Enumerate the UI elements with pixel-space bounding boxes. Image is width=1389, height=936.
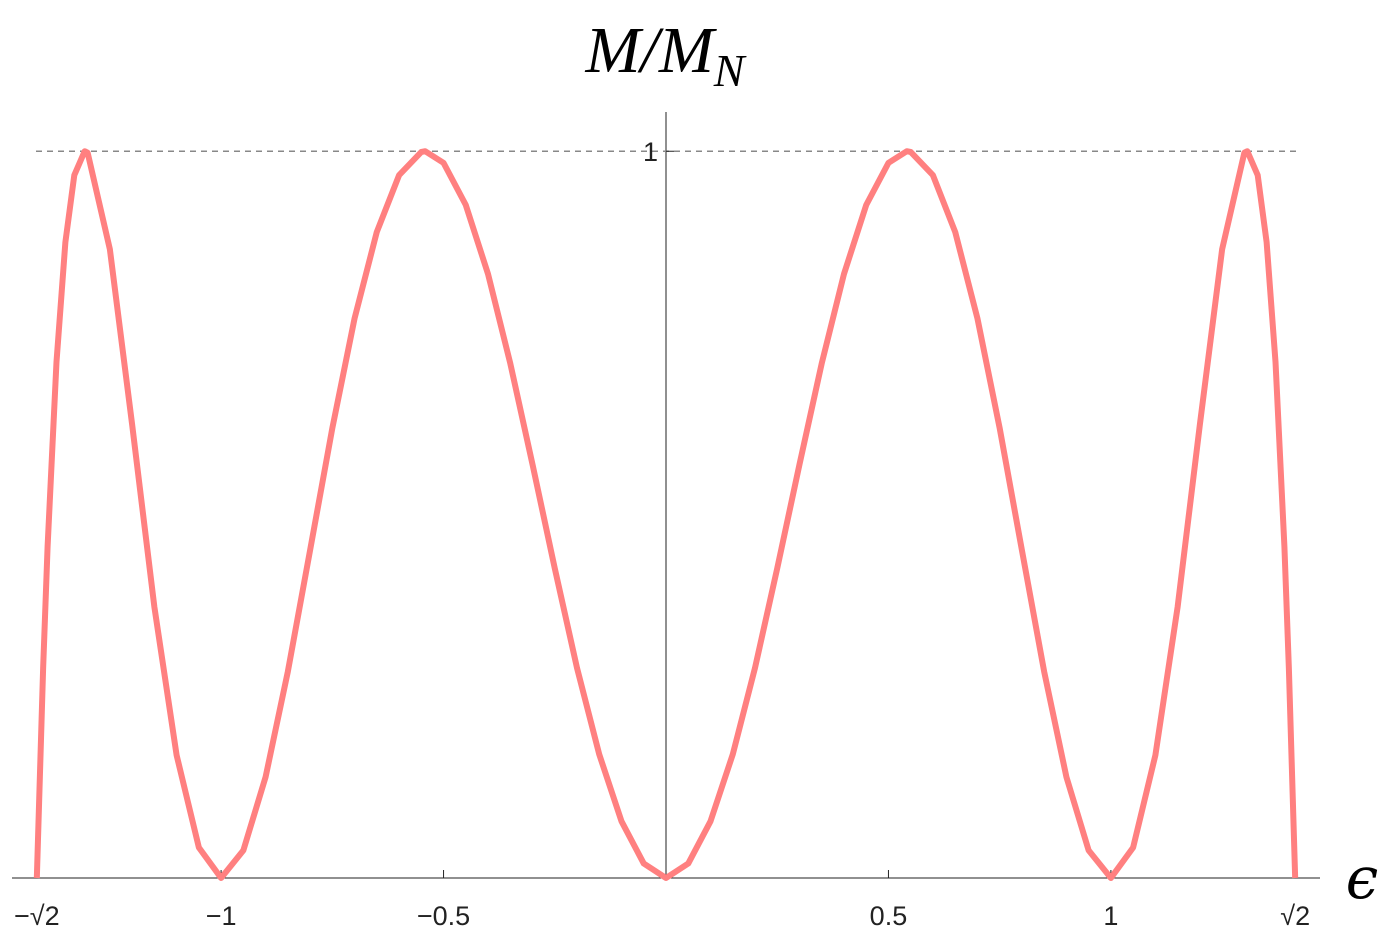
x-tick-label: −0.5: [417, 901, 470, 931]
y-label-main: M/M: [585, 14, 718, 87]
x-tick-label: √2: [1280, 901, 1310, 931]
data-line: [33, 148, 1299, 881]
x-tick-label: −√2: [14, 901, 60, 931]
x-tick-label: 0.5: [870, 901, 908, 931]
y-label-sub: N: [713, 45, 747, 96]
y-tick-label: 1: [643, 137, 658, 167]
y-axis-label: M/MN: [585, 14, 747, 96]
x-tick-label: 1: [1103, 901, 1118, 931]
x-tick-label: −1: [206, 901, 237, 931]
x-axis-label: ϵ: [1346, 844, 1378, 912]
